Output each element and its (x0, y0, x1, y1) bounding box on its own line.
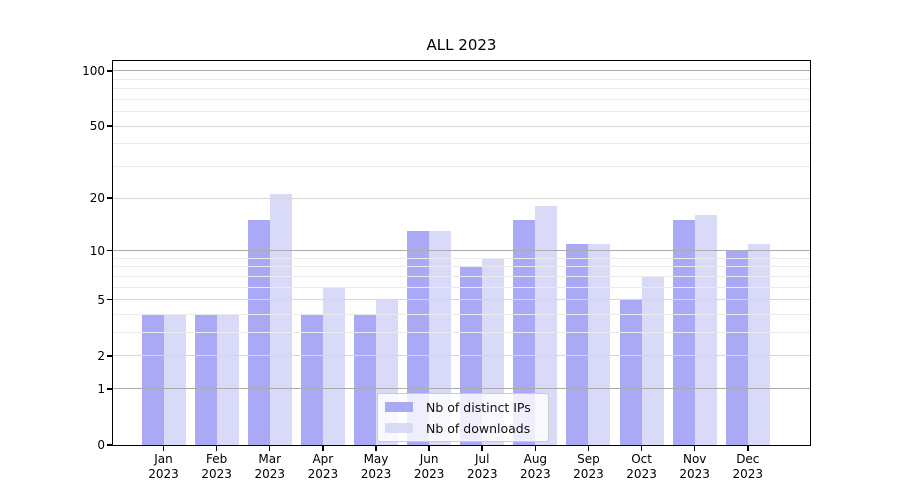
x-tick-oct (640, 446, 643, 451)
gridline-y-minor-4 (113, 314, 810, 315)
gridline-y-minor-40 (113, 143, 810, 145)
x-tick-label-sep: Sep 2023 (561, 452, 615, 482)
y-tick-label-5: 5 (97, 292, 105, 307)
x-tick-jun (428, 446, 430, 451)
x-tick-mar (268, 446, 271, 451)
x-tick-label-aug: Aug 2023 (508, 452, 562, 482)
bar-distinct-ips-dec (725, 250, 748, 445)
gridline-y-minor-30 (113, 166, 810, 168)
x-tick-year-sep: 2023 (573, 467, 604, 481)
bar-downloads-jun (429, 231, 452, 445)
bar-downloads-sep (588, 243, 611, 445)
y-tick-label-20: 20 (89, 191, 105, 206)
bar-distinct-ips-apr (300, 314, 323, 445)
x-tick-label-jun: Jun 2023 (402, 452, 456, 482)
legend-label-downloads: Nb of downloads (426, 420, 531, 436)
x-tick-year-dec: 2023 (732, 467, 764, 481)
x-tick-year-aug: 2023 (520, 467, 551, 481)
bar-downloads-mar (269, 194, 292, 445)
bar-distinct-ips-jan (141, 314, 164, 445)
bar-downloads-dec (747, 243, 770, 445)
x-tick-label-feb: Feb 2023 (190, 452, 244, 482)
x-tick-year-jan: 2023 (148, 467, 179, 481)
gridline-y-10 (113, 250, 810, 252)
x-tick-year-oct: 2023 (626, 467, 657, 481)
bar-distinct-ips-may (353, 314, 376, 445)
y-tick-2 (107, 355, 113, 357)
legend-item-downloads: Nb of downloads (378, 419, 548, 437)
gridline-y-minor-8 (113, 266, 810, 268)
x-tick-label-jan: Jan 2023 (137, 452, 191, 482)
x-tick-dec (747, 446, 749, 451)
gridline-y-minor-9 (113, 257, 810, 259)
bar-distinct-ips-sep (566, 243, 589, 445)
legend-swatch-downloads (385, 423, 413, 433)
gridline-y-50 (113, 125, 810, 127)
y-tick-50 (107, 125, 113, 127)
bar-downloads-apr (322, 287, 345, 445)
y-tick-label-100: 100 (82, 63, 105, 78)
y-tick-100 (107, 70, 113, 72)
x-tick-label-apr: Apr 2023 (296, 452, 350, 482)
x-tick-jul (481, 446, 483, 451)
bar-downloads-aug (535, 206, 558, 445)
x-tick-may (375, 446, 377, 451)
x-tick-jan (162, 446, 165, 451)
y-tick-10 (107, 249, 113, 252)
gridline-y-minor-70 (113, 98, 810, 100)
gridline-y-1 (113, 388, 810, 390)
y-tick-0 (107, 444, 113, 446)
x-tick-year-apr: 2023 (307, 467, 339, 481)
legend-swatch-distinct-ips (385, 402, 413, 412)
y-tick-label-50: 50 (89, 119, 105, 134)
gridline-y-minor-7 (113, 275, 810, 277)
y-tick-label-1: 1 (97, 381, 105, 396)
x-tick-apr (322, 446, 324, 451)
y-tick-label-2: 2 (97, 348, 105, 363)
x-tick-year-mar: 2023 (254, 467, 285, 481)
chart-title: ALL 2023 (426, 36, 497, 54)
x-tick-aug (534, 446, 537, 451)
x-tick-label-nov: Nov 2023 (668, 452, 722, 482)
x-tick-label-may: May 2023 (349, 452, 403, 482)
bar-distinct-ips-feb (194, 314, 217, 445)
gridline-y-minor-90 (113, 78, 810, 80)
bar-distinct-ips-oct (619, 299, 642, 445)
x-tick-label-jul: Jul 2023 (455, 452, 509, 482)
y-tick-5 (107, 298, 113, 301)
bar-downloads-nov (694, 215, 717, 445)
y-tick-label-0: 0 (97, 438, 105, 452)
x-tick-label-mar: Mar 2023 (243, 452, 297, 482)
bar-downloads-oct (641, 276, 664, 445)
y-tick-label-10: 10 (89, 243, 105, 258)
legend: Nb of distinct IPs Nb of downloads (377, 393, 549, 442)
gridline-y-100 (113, 70, 810, 72)
bar-distinct-ips-jun (407, 231, 430, 445)
x-tick-year-jul: 2023 (466, 467, 498, 481)
bar-downloads-jan (163, 314, 186, 445)
x-tick-feb (215, 446, 218, 451)
gridline-y-minor-80 (113, 88, 810, 90)
gridline-y-minor-6 (113, 286, 810, 288)
x-tick-year-may: 2023 (360, 467, 392, 481)
x-tick-year-feb: 2023 (201, 467, 232, 481)
x-tick-label-oct: Oct 2023 (615, 452, 669, 482)
x-tick-year-jun: 2023 (413, 467, 445, 481)
x-tick-label-dec: Dec 2023 (721, 452, 775, 482)
x-tick-year-nov: 2023 (679, 467, 710, 481)
x-tick-nov (693, 446, 696, 451)
gridline-y-minor-60 (113, 111, 810, 113)
gridline-y-20 (113, 197, 810, 199)
x-tick-sep (587, 446, 590, 451)
legend-label-distinct-ips: Nb of distinct IPs (426, 399, 531, 415)
gridline-y-minor-3 (113, 332, 810, 334)
gridline-y-2 (113, 355, 810, 357)
legend-item-distinct-ips: Nb of distinct IPs (378, 398, 548, 416)
gridline-y-5 (113, 299, 810, 301)
y-tick-1 (107, 388, 113, 390)
bar-downloads-feb (216, 314, 239, 445)
y-tick-20 (107, 197, 113, 199)
